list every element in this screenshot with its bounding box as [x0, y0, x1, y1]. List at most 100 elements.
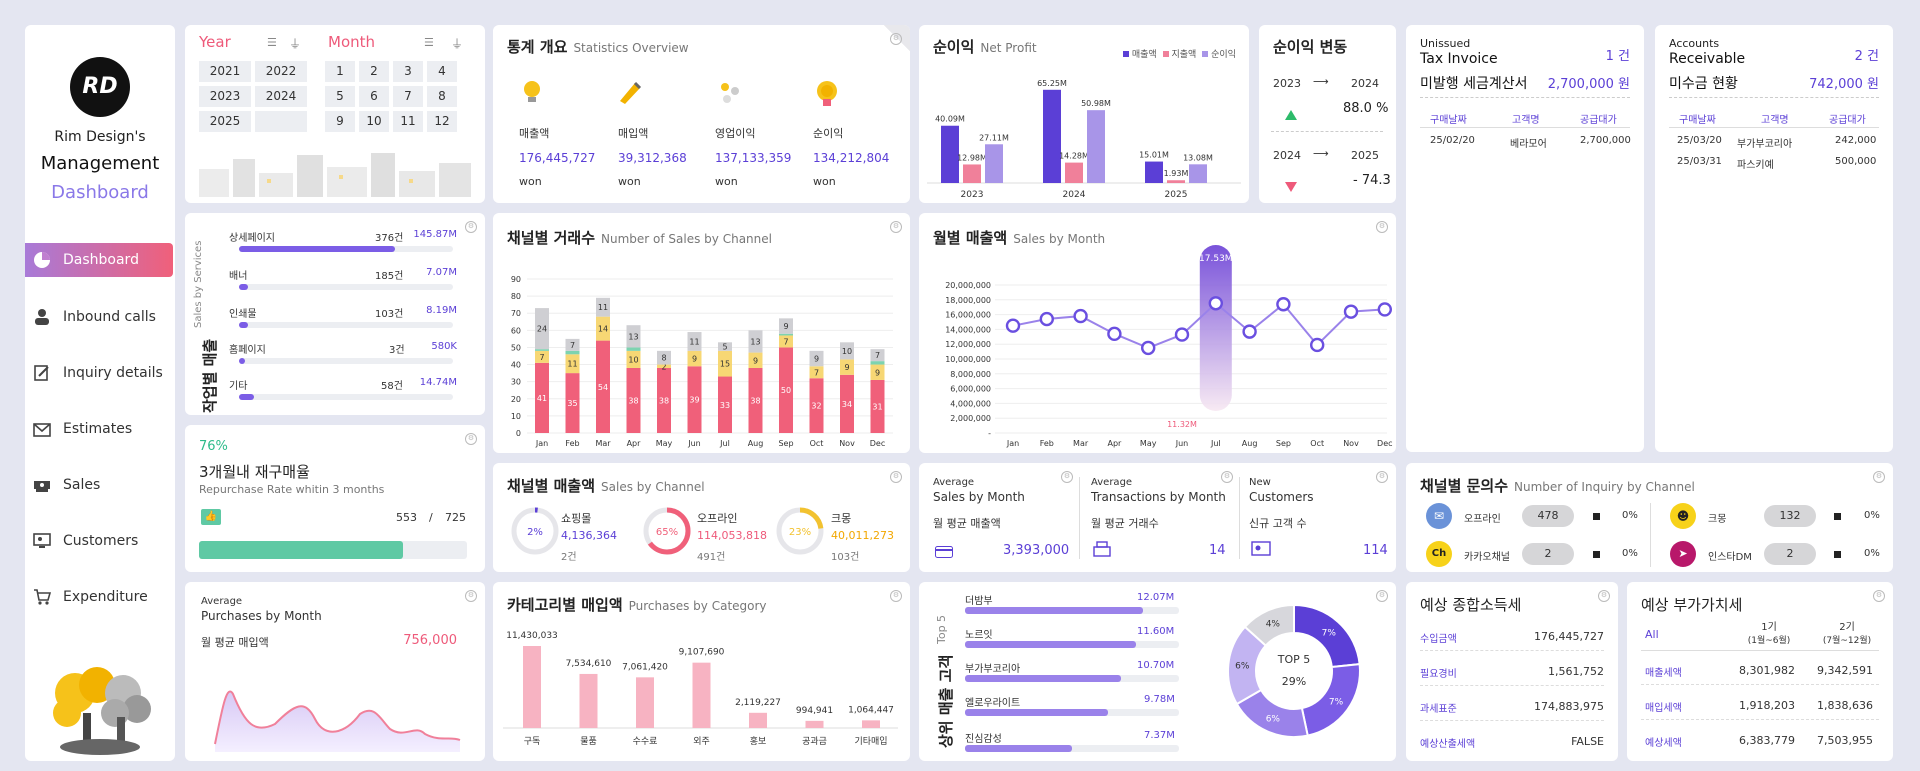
data-label: 50.98M	[1081, 99, 1111, 108]
month-button[interactable]: 3	[393, 61, 423, 82]
settings-icon[interactable]: ⚙	[465, 590, 477, 602]
service-count: 376건	[375, 233, 404, 244]
nav-item-dashboard[interactable]: Dashboard	[25, 243, 173, 277]
month-button[interactable]: 8	[427, 86, 457, 107]
multi-select-icon[interactable]: ☰	[267, 36, 277, 49]
filter-clear-icon[interactable]: ⏚	[289, 37, 302, 51]
settings-icon[interactable]: ⚙	[1873, 590, 1885, 602]
monthly-sales-title-en: Sales by Month	[1013, 232, 1106, 246]
bar-segment	[535, 362, 549, 433]
settings-icon[interactable]: ⚙	[1376, 590, 1388, 602]
data-label: 11,430,033	[506, 631, 558, 641]
tick-label: 10	[511, 412, 521, 421]
settings-icon[interactable]: ⚙	[890, 590, 902, 602]
settings-icon[interactable]: ⚙	[890, 221, 902, 233]
inquiry-by-channel-card: 채널별 문의수 Number of Inquiry by Channel ⚙ ✉ …	[1406, 463, 1893, 572]
income-title: 예상 종합소득세	[1420, 596, 1522, 614]
tick-label: 14,000,000	[945, 325, 991, 334]
year-button[interactable]: 2024	[255, 86, 307, 107]
bar-segment	[718, 342, 732, 351]
tick-label: 2,000,000	[950, 414, 991, 423]
vat-all-link[interactable]: All	[1645, 628, 1659, 641]
year-button[interactable]: 2025	[199, 111, 251, 132]
avg-purchase-value: 756,000	[403, 633, 457, 648]
bar-segment	[535, 350, 549, 363]
nav-item-estimates[interactable]: Estimates	[25, 412, 173, 446]
month-button[interactable]: 6	[359, 86, 389, 107]
highlight-label: 17.53M	[1199, 254, 1233, 264]
channel-sales-rings: 2% 65% 23%	[511, 507, 824, 555]
settings-icon[interactable]: ⚙	[1598, 590, 1610, 602]
card-icon	[935, 543, 953, 562]
year-button[interactable]: 2023	[199, 86, 251, 107]
year-button[interactable]: 2021	[199, 61, 251, 82]
tax-invoice-card: Unissued Tax Invoice 1 건 미발행 세금계산서 2,700…	[1406, 25, 1644, 452]
month-button[interactable]: 12	[427, 111, 457, 132]
settings-icon[interactable]: ⚙	[1376, 221, 1388, 233]
tick-label: Nov	[839, 439, 855, 448]
multi-select-icon[interactable]: ☰	[424, 36, 434, 49]
bar-segment	[840, 374, 854, 433]
channel-count-chart: 0 10 20 30 40 50 60 70 80 90 41 7 24 Jan 35 11 7 Feb 54 14 1…	[511, 275, 893, 448]
settings-icon[interactable]: ⚙	[1221, 471, 1233, 483]
bar-segment	[657, 364, 671, 368]
nav-item-inquiry-details[interactable]: Inquiry details	[25, 356, 173, 390]
slice-label: 7%	[1322, 628, 1337, 638]
top5-name: 부가부코리아	[965, 664, 1021, 675]
settings-icon[interactable]: ⚙	[1061, 471, 1073, 483]
settings-icon[interactable]: ⚙	[465, 433, 477, 445]
vat-col-head: 1기	[1761, 622, 1777, 633]
filter-clear-icon[interactable]: ⏚	[451, 37, 464, 51]
tick-label: 2024	[1063, 190, 1086, 200]
divider	[1641, 719, 1879, 720]
top5-side-big: 상위 매출 고객	[937, 654, 955, 748]
invoice-subtitle: 미발행 세금계산서	[1420, 76, 1528, 92]
mail-icon: ✉	[1426, 503, 1452, 529]
month-button[interactable]: 1	[325, 61, 355, 82]
tick-label: Jan	[535, 439, 548, 448]
receivable-amount: 742,000 원	[1809, 77, 1879, 92]
nav-item-sales[interactable]: Sales	[25, 468, 173, 502]
bar-segment	[748, 330, 763, 353]
data-point	[1005, 318, 1021, 333]
month-button[interactable]: 9	[325, 111, 355, 132]
channel-count-title-ko: 채널별 거래수	[507, 229, 596, 247]
month-button[interactable]: 11	[393, 111, 423, 132]
tick-label: 60	[511, 326, 521, 335]
top5-amount: 7.37M	[1144, 730, 1175, 741]
tick-label: 구독	[524, 736, 541, 747]
service-bar	[239, 322, 453, 328]
divider	[1271, 131, 1383, 132]
profit-change-card: 순이익 변동 2023 ⟶ 2024 88.0 % 2024 ⟶ 2025 - …	[1259, 25, 1396, 203]
month-button[interactable]: 7	[393, 86, 423, 107]
avg-purchase-label: 월 평균 매입액	[201, 636, 269, 649]
settings-icon[interactable]: ⚙	[890, 33, 902, 45]
settings-icon[interactable]: ⚙	[465, 221, 477, 233]
stat-unit: won	[618, 175, 641, 188]
tick-label: Jun	[1175, 439, 1189, 448]
settings-icon[interactable]: ⚙	[890, 471, 902, 483]
settings-icon[interactable]: ⚙	[1873, 471, 1885, 483]
avg-sales-value: 3,393,000	[1003, 543, 1070, 558]
nav-item-expenditure[interactable]: Expenditure	[25, 580, 173, 614]
table-header: 구매날짜	[1430, 115, 1467, 126]
month-button[interactable]: 5	[325, 86, 355, 107]
vat-row-label: 매입세액	[1645, 703, 1682, 714]
settings-icon[interactable]: ⚙	[1376, 471, 1388, 483]
nav-item-inbound-calls[interactable]: Inbound calls	[25, 300, 173, 334]
inquiry-count: 478	[1522, 505, 1574, 527]
month-button[interactable]: 2	[359, 61, 389, 82]
year-button[interactable]: 2022	[255, 61, 307, 82]
bar-segment	[626, 367, 641, 433]
profit-change-title: 순이익 변동	[1273, 38, 1348, 56]
income-row-value: 174,883,975	[1534, 700, 1604, 713]
month-button[interactable]: 4	[427, 61, 457, 82]
nav-item-customers[interactable]: Customers	[25, 524, 173, 558]
income-row-label: 필요경비	[1420, 669, 1457, 680]
tick-label: Jul	[719, 439, 730, 448]
month-button[interactable]: 10	[359, 111, 389, 132]
year-title: Year	[199, 33, 231, 51]
service-count: 103건	[375, 309, 404, 320]
sales-by-channel-count-card: 채널별 거래수 Number of Sales by Channel ⚙ 0 10 2…	[493, 213, 910, 453]
tick-label: 50	[511, 343, 521, 352]
